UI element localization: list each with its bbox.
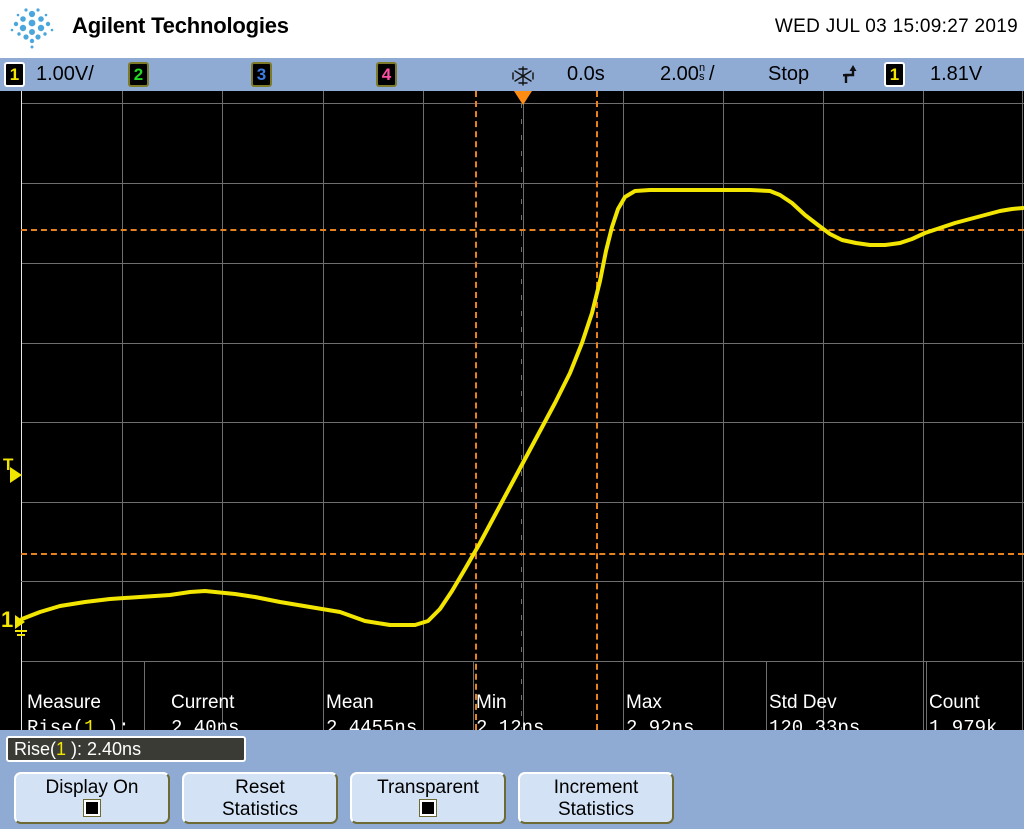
transparent-button[interactable]: Transparent [350,772,506,824]
column-header-min: Min [476,692,507,713]
table-sep [144,661,145,730]
cell-std-dev: 120.33ps [769,717,861,730]
reset-statistics-line1: Reset [235,777,285,798]
row-label-rise: Rise(1 ): [27,717,130,730]
cursor-vertical-right[interactable] [596,91,598,730]
snowflake-icon [512,66,534,86]
measurement-table: Measure Current Mean Min Max Std Dev Cou… [21,661,1024,730]
increment-statistics-line2: Statistics [557,799,635,820]
grid-line-v [523,91,524,730]
column-header-std-dev: Std Dev [769,692,837,713]
timebase-value[interactable]: 2.00 n s / [660,62,715,86]
grid-line-v [923,91,924,730]
grid-line-h [21,502,1024,503]
channel-1-indicator[interactable]: 1 [4,62,25,87]
channel-1-vertical-scale[interactable]: 1.00V/ [36,63,94,85]
cell-min: 2.12ns [476,717,545,730]
grid-line-h [21,263,1024,264]
trigger-position-marker[interactable] [514,91,532,105]
grid-line-v [122,91,123,730]
grid-line-v [1022,91,1023,730]
run-state-label[interactable]: Stop [768,63,810,85]
date-time-label: WED JUL 03 15:09:27 2019 [774,16,1018,37]
grid-line-v [323,91,324,730]
cursor-horizontal-lower[interactable] [21,553,1024,555]
status-bar: 1 1.00V/ 2 3 4 0.0s 2.00 n s / [0,58,1024,91]
display-on-checkbox[interactable] [83,799,101,817]
grid-left-border [21,91,22,730]
transparent-label: Transparent [377,777,479,798]
measurement-readout: Rise(1 ): 2.40ns [6,736,246,762]
table-sep [323,661,324,730]
grid-line-h [21,343,1024,344]
trigger-source-indicator[interactable]: 1 [884,62,905,87]
cell-count: 1.979k [929,717,998,730]
reset-statistics-line2: Statistics [221,799,299,820]
table-sep [766,661,767,730]
cursor-horizontal-upper[interactable] [21,229,1024,231]
column-header-measure: Measure [27,692,101,713]
title-bar: Agilent Technologies WED JUL 03 15:09:27… [0,0,1024,58]
cell-max: 2.92ns [626,717,695,730]
channel-1-trace [20,188,1024,627]
channel-3-indicator[interactable]: 3 [251,62,272,87]
channel-2-indicator[interactable]: 2 [128,62,149,87]
ground-marker-label: 1 [1,607,14,632]
grid-line-h [21,661,1024,662]
trigger-level-marker-label: T [3,455,14,474]
grid-line-h [21,422,1024,423]
timebase-unit-n: n [698,62,706,74]
increment-statistics-line1: Increment [553,777,639,798]
softkey-panel: Rise(1 ): 2.40ns Display On Reset Statis… [0,730,1024,829]
trigger-level-value[interactable]: 1.81V [930,63,983,85]
table-sep [623,661,624,730]
cursor-vertical-left[interactable] [475,91,477,730]
column-header-count: Count [929,692,980,713]
cell-current: 2.40ns [171,717,240,730]
grid-line-v [222,91,223,730]
table-sep [926,661,927,730]
delay-value[interactable]: 0.0s [567,63,605,85]
grid-line-h [21,183,1024,184]
increment-statistics-button[interactable]: Increment Statistics [518,772,674,824]
table-sep [473,661,474,730]
ground-symbol-icon[interactable] [14,611,36,639]
timebase-unit-s: s [698,71,705,83]
brand-title: Agilent Technologies [72,13,289,38]
waveform-display[interactable]: T 1 Measure Current Mean Min [0,91,1024,730]
transparent-checkbox[interactable] [419,799,437,817]
rising-edge-icon[interactable] [841,63,865,87]
grid-line-v [623,91,624,730]
display-on-button[interactable]: Display On [14,772,170,824]
display-on-label: Display On [45,777,139,798]
grid-line-v [723,91,724,730]
column-header-max: Max [626,692,662,713]
agilent-starburst-logo [10,8,54,49]
column-header-mean: Mean [326,692,374,713]
grid-line-v [823,91,824,730]
reset-statistics-button[interactable]: Reset Statistics [182,772,338,824]
trigger-level-marker-arrow[interactable] [10,467,22,483]
column-header-current: Current [171,692,235,713]
grid-line-v [423,91,424,730]
channel-4-indicator[interactable]: 4 [376,62,397,87]
cell-mean: 2.4455ns [326,717,418,730]
